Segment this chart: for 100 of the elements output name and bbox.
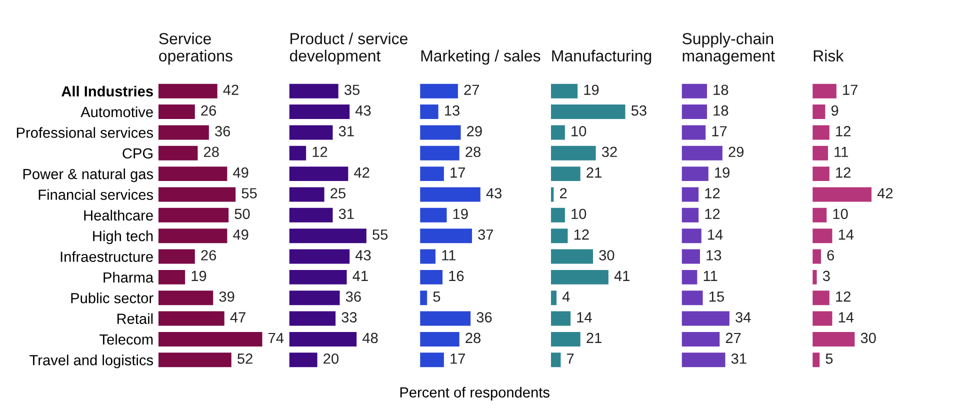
data-label: 48 [362, 332, 378, 344]
chart-title: Manufacturing [552, 50, 652, 65]
data-label: 13 [444, 105, 460, 116]
bar [420, 332, 460, 346]
y-tick-label: Public sector [71, 292, 154, 304]
data-label: 53 [631, 105, 646, 116]
bar [158, 84, 218, 98]
bar [682, 104, 707, 120]
data-label: 26 [201, 105, 216, 116]
bar [158, 332, 262, 346]
data-label: 14 [708, 230, 723, 240]
chart-title: Risk [814, 50, 844, 62]
y-tick-label: Professional services [16, 127, 154, 138]
bar [158, 290, 214, 306]
data-label: 19 [453, 208, 468, 220]
bar [812, 125, 830, 140]
data-label: 17 [450, 354, 465, 364]
bar [289, 208, 333, 222]
data-label: 30 [599, 250, 614, 260]
bar [682, 208, 699, 222]
data-label: 42 [223, 84, 238, 95]
data-label: 14 [577, 312, 592, 322]
bar [550, 104, 626, 120]
bar [550, 125, 565, 140]
bar [158, 208, 229, 222]
bar [420, 290, 428, 306]
data-label: 14 [838, 230, 854, 240]
bar [812, 311, 832, 326]
bar [550, 311, 571, 326]
bar [158, 125, 209, 140]
data-label: 28 [466, 146, 480, 158]
data-label: 41 [352, 270, 368, 281]
bar [550, 166, 580, 182]
data-label: 11 [704, 270, 718, 281]
y-tick-label: High tech [93, 230, 153, 244]
data-label: 12 [836, 291, 850, 302]
y-tick-label: Automotive [80, 106, 153, 118]
bar [550, 352, 561, 368]
y-tick-label: Retail [117, 313, 153, 324]
chart-title: Marketing / sales [421, 50, 540, 65]
bar [420, 125, 461, 140]
bar [812, 270, 817, 284]
x-axis-title: Percent of respondents [400, 386, 550, 400]
bar [420, 104, 438, 120]
bar [682, 311, 730, 326]
bar [682, 290, 703, 306]
data-label: 10 [833, 208, 848, 220]
data-label: 28 [204, 146, 219, 158]
bar [812, 187, 872, 202]
bar [420, 228, 472, 244]
data-label: 36 [476, 312, 492, 322]
bar [289, 187, 324, 202]
bar [289, 270, 347, 284]
data-label: 4 [562, 292, 570, 302]
data-label: 12 [836, 167, 850, 178]
data-label: 10 [572, 126, 586, 136]
bar [812, 166, 830, 182]
data-label: 27 [464, 84, 479, 95]
y-tick-label: Healthcare [84, 210, 153, 221]
bar [158, 249, 195, 264]
bar [812, 352, 820, 368]
bar [682, 84, 707, 98]
y-tick-label: Telecom [100, 334, 153, 345]
data-label: 31 [731, 353, 746, 364]
data-label: 12 [312, 146, 328, 157]
y-tick-label: Financial services [38, 189, 154, 200]
bar [289, 84, 338, 98]
data-label: 14 [838, 312, 854, 322]
bar [158, 228, 228, 244]
bar [289, 332, 357, 346]
data-label: 28 [466, 332, 480, 344]
data-label: 27 [726, 332, 741, 343]
bar [682, 249, 700, 264]
data-label: 11 [834, 146, 848, 157]
chart-title: Service operations [159, 32, 232, 65]
data-label: 43 [355, 250, 371, 260]
y-tick-label: Travel and logistics [30, 354, 154, 368]
bar [289, 352, 318, 368]
data-label: 36 [215, 126, 230, 136]
bar [158, 166, 228, 182]
chart-title: Product / service development [290, 32, 408, 65]
bar [550, 187, 554, 202]
data-label: 7 [567, 354, 574, 364]
data-label: 20 [324, 353, 339, 364]
data-label: 49 [233, 167, 248, 178]
bar [420, 84, 458, 98]
data-label: 42 [354, 167, 370, 178]
bar [812, 208, 827, 222]
bar [550, 146, 596, 160]
bar [420, 270, 443, 284]
data-label: 21 [586, 332, 602, 343]
bar [550, 270, 608, 284]
bar [289, 166, 348, 182]
data-label: 50 [234, 208, 250, 220]
data-label: 55 [242, 188, 257, 198]
data-label: 49 [233, 229, 248, 240]
bar [550, 228, 568, 244]
data-label: 12 [705, 188, 720, 198]
data-label: 31 [338, 208, 354, 220]
y-tick-label: Power & natural gas [23, 168, 154, 182]
